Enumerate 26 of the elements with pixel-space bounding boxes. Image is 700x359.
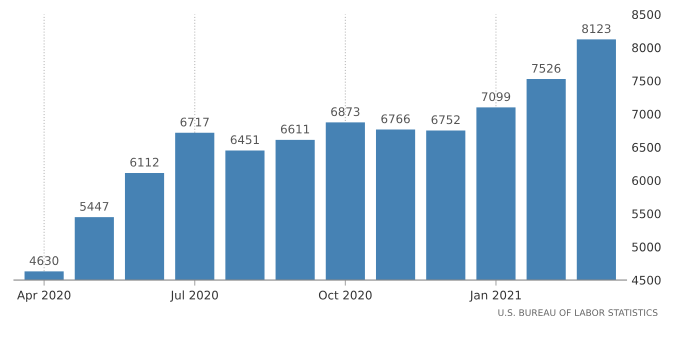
data-label: 6717 — [180, 118, 209, 127]
y-tick-label: 7000 — [632, 110, 661, 119]
y-tick-label: 6500 — [632, 142, 661, 152]
x-tick-label: Oct 2020 — [318, 290, 372, 300]
data-label: 6112 — [130, 158, 158, 167]
x-tick-label: Apr 2020 — [17, 290, 70, 302]
x-tick-label: Jul 2020 — [170, 290, 218, 302]
data-label: 6873 — [331, 107, 360, 116]
data-label: 5447 — [80, 202, 108, 211]
y-tick-label: 5000 — [632, 242, 661, 252]
data-label: 6766 — [381, 114, 410, 124]
y-tick-label: 5500 — [632, 209, 661, 218]
y-tick-label: 6000 — [632, 176, 661, 186]
data-label: 4630 — [30, 256, 58, 266]
data-label: 8123 — [582, 24, 610, 34]
data-label: 7099 — [482, 92, 510, 102]
y-tick-label: 8000 — [632, 43, 661, 52]
data-label: 6451 — [230, 135, 259, 144]
data-label: 6611 — [280, 124, 310, 134]
x-tick-label: Jan 2021 — [469, 290, 521, 302]
y-tick-label: 7500 — [632, 76, 661, 86]
data-label: 6752 — [432, 115, 460, 124]
y-tick-label: 4500 — [632, 276, 661, 285]
y-tick-label: 8500 — [632, 10, 661, 20]
text: U.S. BUREAU OF LABOR STATISTICS — [498, 309, 658, 316]
data-label: 7526 — [532, 64, 560, 73]
